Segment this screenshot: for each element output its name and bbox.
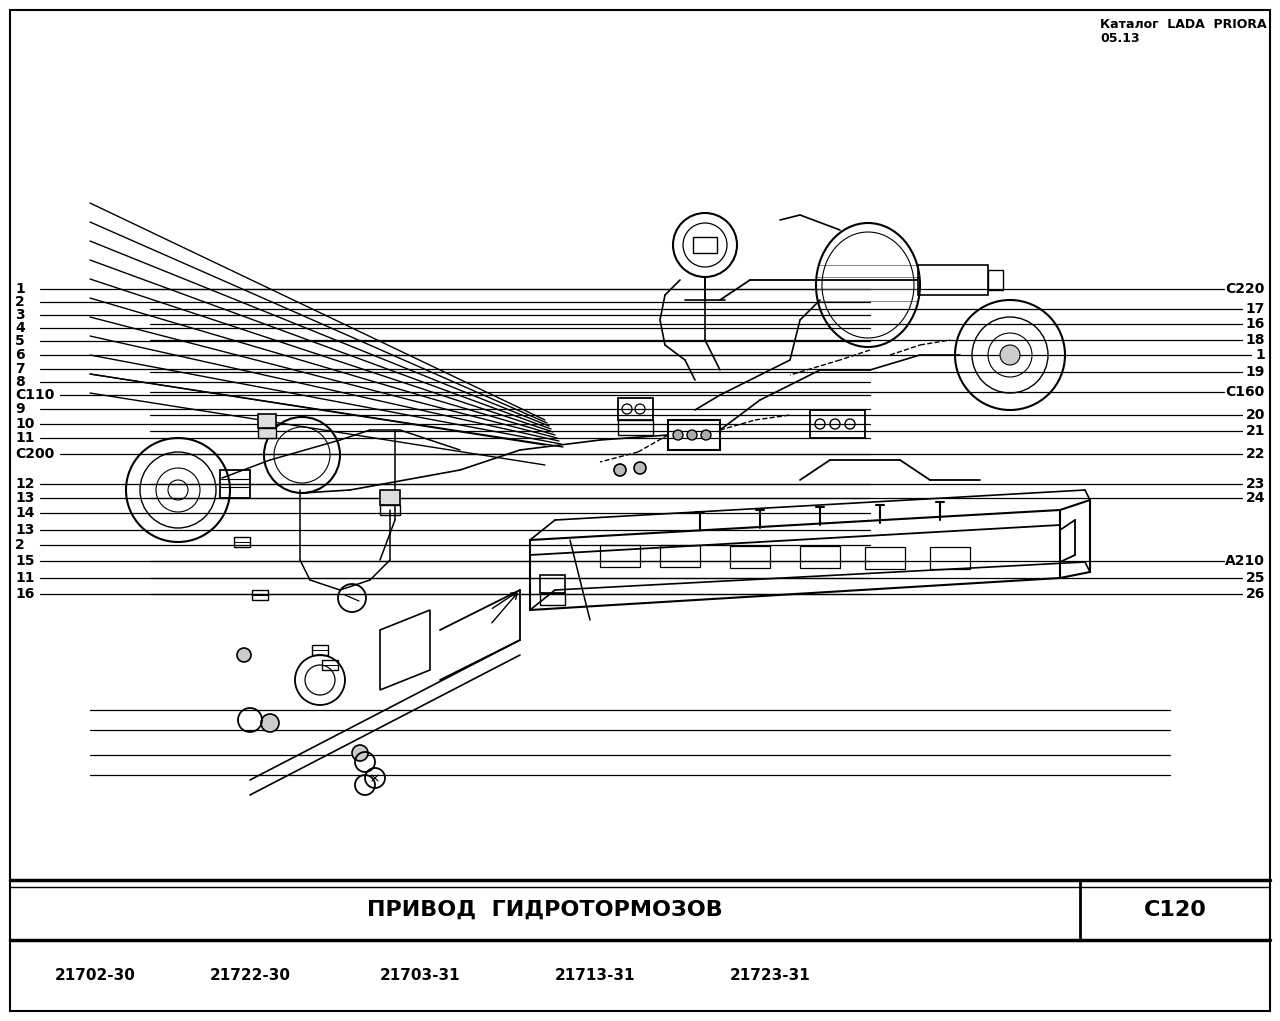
- Text: 23: 23: [1245, 477, 1265, 490]
- Text: ПРИВОД  ГИДРОТОРМОЗОВ: ПРИВОД ГИДРОТОРМОЗОВ: [367, 900, 723, 920]
- Bar: [918, 265, 988, 295]
- Text: 11: 11: [15, 571, 35, 585]
- Text: 1: 1: [15, 282, 24, 296]
- Circle shape: [634, 461, 646, 474]
- Text: 6: 6: [15, 348, 24, 361]
- Bar: [730, 546, 771, 568]
- Text: 10: 10: [15, 417, 35, 431]
- Text: 9: 9: [15, 402, 24, 416]
- Text: 21722-30: 21722-30: [210, 968, 291, 982]
- Circle shape: [237, 648, 251, 662]
- Text: С200: С200: [15, 447, 54, 460]
- Text: 26: 26: [1245, 587, 1265, 601]
- Text: А210: А210: [1225, 554, 1265, 569]
- Text: С160: С160: [1226, 385, 1265, 399]
- Circle shape: [1000, 345, 1020, 364]
- Bar: [618, 420, 653, 435]
- Circle shape: [687, 430, 698, 440]
- Text: 16: 16: [15, 587, 35, 601]
- Circle shape: [701, 430, 710, 440]
- Text: 14: 14: [15, 505, 35, 520]
- Bar: [865, 547, 905, 569]
- Bar: [234, 537, 250, 547]
- Text: 1: 1: [1256, 348, 1265, 362]
- Text: 17: 17: [1245, 302, 1265, 317]
- Text: 21: 21: [1245, 424, 1265, 438]
- Text: 5: 5: [15, 335, 24, 348]
- Text: 11: 11: [15, 432, 35, 445]
- Bar: [259, 414, 276, 428]
- Bar: [380, 505, 399, 515]
- Text: 20: 20: [1245, 408, 1265, 422]
- Text: 05.13: 05.13: [1100, 32, 1139, 45]
- Bar: [323, 660, 338, 670]
- Text: Каталог  LADA  PRIORA: Каталог LADA PRIORA: [1100, 18, 1267, 31]
- Text: 4: 4: [15, 322, 24, 335]
- Text: 18: 18: [1245, 333, 1265, 347]
- Bar: [252, 590, 268, 600]
- Text: 13: 13: [15, 523, 35, 537]
- Text: 22: 22: [1245, 447, 1265, 460]
- Text: С120: С120: [1143, 900, 1207, 920]
- Text: С110: С110: [15, 388, 54, 402]
- Bar: [692, 237, 717, 253]
- Bar: [312, 645, 328, 655]
- Text: 21723-31: 21723-31: [730, 968, 810, 982]
- Text: 13: 13: [15, 491, 35, 504]
- Text: 16: 16: [1245, 318, 1265, 332]
- Bar: [668, 420, 719, 450]
- Bar: [660, 545, 700, 568]
- Bar: [220, 470, 250, 498]
- Text: 3: 3: [15, 308, 24, 322]
- Text: 19: 19: [1245, 366, 1265, 380]
- Text: 21703-31: 21703-31: [380, 968, 461, 982]
- Bar: [988, 270, 1004, 290]
- Text: С220: С220: [1226, 282, 1265, 296]
- Text: 24: 24: [1245, 491, 1265, 504]
- Circle shape: [673, 430, 684, 440]
- Text: 8: 8: [15, 375, 24, 389]
- Bar: [540, 575, 564, 593]
- Bar: [600, 545, 640, 567]
- Circle shape: [261, 714, 279, 732]
- Text: 12: 12: [15, 477, 35, 490]
- Bar: [931, 547, 970, 570]
- Text: 2: 2: [15, 295, 24, 308]
- Bar: [540, 593, 564, 605]
- Text: 21702-30: 21702-30: [55, 968, 136, 982]
- Text: 7: 7: [15, 361, 24, 376]
- Bar: [618, 398, 653, 420]
- Text: 15: 15: [15, 554, 35, 569]
- Bar: [810, 410, 865, 438]
- Bar: [259, 428, 276, 438]
- Circle shape: [352, 745, 369, 761]
- Circle shape: [614, 464, 626, 476]
- Bar: [800, 546, 840, 569]
- Text: 2: 2: [15, 538, 24, 551]
- Text: 21713-31: 21713-31: [556, 968, 635, 982]
- Text: 25: 25: [1245, 571, 1265, 585]
- Bar: [380, 490, 399, 505]
